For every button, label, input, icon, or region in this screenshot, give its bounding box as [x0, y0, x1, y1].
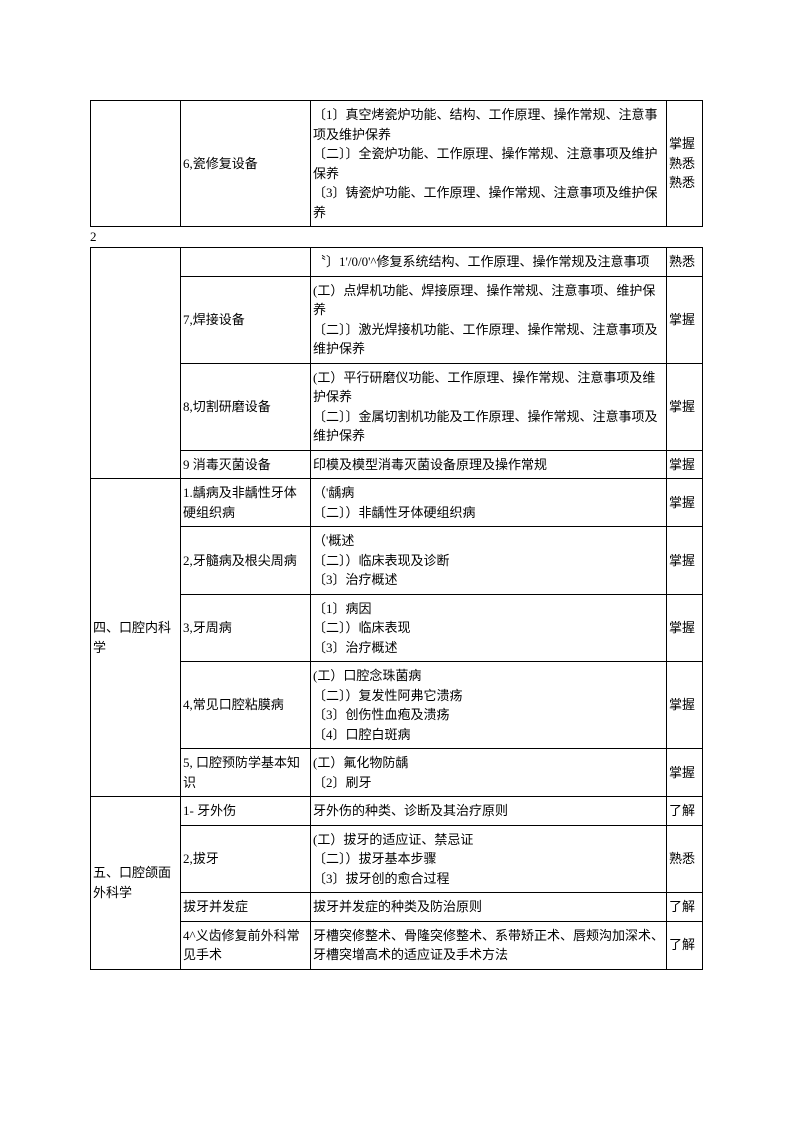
- table-cell-content: 〝〕1'/0/0'^修复系统结构、工作原理、操作常规及注意事项: [311, 248, 667, 277]
- table-cell-topic: 6,瓷修复设备: [181, 101, 311, 227]
- syllabus-table-1: 6,瓷修复设备〔1〕真空烤瓷炉功能、结构、工作原理、操作常规、注意事项及维护保养…: [90, 100, 703, 227]
- table-cell-topic: 拔牙并发症: [181, 893, 311, 922]
- table-cell-level: 熟悉: [667, 248, 703, 277]
- syllabus-table-2: 〝〕1'/0/0'^修复系统结构、工作原理、操作常规及注意事项熟悉7,焊接设备(…: [90, 247, 703, 970]
- table-cell-content: 〔1〕真空烤瓷炉功能、结构、工作原理、操作常规、注意事项及维护保养〔二〕〕全瓷炉…: [311, 101, 667, 227]
- table-cell-level: 掌握: [667, 594, 703, 662]
- table-cell-content: 牙外伤的种类、诊断及其治疗原则: [311, 797, 667, 826]
- table-cell-level: 了解: [667, 921, 703, 969]
- table-cell-section: 四、口腔内科学: [91, 479, 181, 797]
- table-cell-topic: 7,焊接设备: [181, 276, 311, 363]
- table-cell-content: (工）拔牙的适应证、禁忌证〔二〕）拔牙基本步骤〔3〕拔牙创的愈合过程: [311, 825, 667, 893]
- table-cell-topic: 3,牙周病: [181, 594, 311, 662]
- table-cell-topic: 2,拔牙: [181, 825, 311, 893]
- page-number: 2: [90, 229, 703, 245]
- table-cell-level: 掌握: [667, 479, 703, 527]
- table-cell-content: （'龋病〔二〕）非龋性牙体硬组织病: [311, 479, 667, 527]
- table-cell-level: 掌握熟悉熟悉: [667, 101, 703, 227]
- table-cell-level: 掌握: [667, 527, 703, 595]
- table-cell-topic: 2,牙髓病及根尖周病: [181, 527, 311, 595]
- table-cell-level: 掌握: [667, 450, 703, 479]
- table-cell-content: (工）氟化物防龋〔2〕刷牙: [311, 749, 667, 797]
- table-cell-level: 掌握: [667, 363, 703, 450]
- table-cell-content: 拔牙并发症的种类及防治原则: [311, 893, 667, 922]
- table-cell-section: [91, 248, 181, 479]
- table-cell-content: 印模及模型消毒灭菌设备原理及操作常规: [311, 450, 667, 479]
- table-cell-level: 掌握: [667, 662, 703, 749]
- table-cell-topic: 1.龋病及非龋性牙体硬组织病: [181, 479, 311, 527]
- table-cell-level: 掌握: [667, 749, 703, 797]
- table-cell-content: (工）点焊机功能、焊接原理、操作常规、注意事项、维护保养〔二〕〕激光焊接机功能、…: [311, 276, 667, 363]
- table-cell-section: [91, 101, 181, 227]
- table-cell-topic: 4,常见口腔粘膜病: [181, 662, 311, 749]
- table-cell-topic: 4^义齿修复前外科常见手术: [181, 921, 311, 969]
- table-cell-content: (工）平行研磨仪功能、工作原理、操作常规、注意事项及维护保养〔二〕〕金属切割机功…: [311, 363, 667, 450]
- table-cell-content: 牙槽突修整术、骨隆突修整术、系带矫正术、唇颊沟加深术、牙槽突增高术的适应证及手术…: [311, 921, 667, 969]
- table-cell-topic: 8,切割研磨设备: [181, 363, 311, 450]
- table-cell-level: 了解: [667, 893, 703, 922]
- table-cell-level: 熟悉: [667, 825, 703, 893]
- table-cell-level: 了解: [667, 797, 703, 826]
- table-cell-topic: [181, 248, 311, 277]
- table-cell-topic: 1- 牙外伤: [181, 797, 311, 826]
- table-cell-level: 掌握: [667, 276, 703, 363]
- table-cell-content: 〔1〕病因〔二〕）临床表现〔3〕治疗概述: [311, 594, 667, 662]
- table-cell-content: (工）口腔念珠菌病〔二〕）复发性阿弗它溃疡〔3〕创伤性血疱及溃疡〔4〕口腔白斑病: [311, 662, 667, 749]
- table-cell-topic: 5, 口腔预防学基本知识: [181, 749, 311, 797]
- table-cell-content: （'概述〔二〕）临床表现及诊断〔3〕治疗概述: [311, 527, 667, 595]
- table-cell-topic: 9 消毒灭菌设备: [181, 450, 311, 479]
- table-cell-section: 五、口腔颌面外科学: [91, 797, 181, 970]
